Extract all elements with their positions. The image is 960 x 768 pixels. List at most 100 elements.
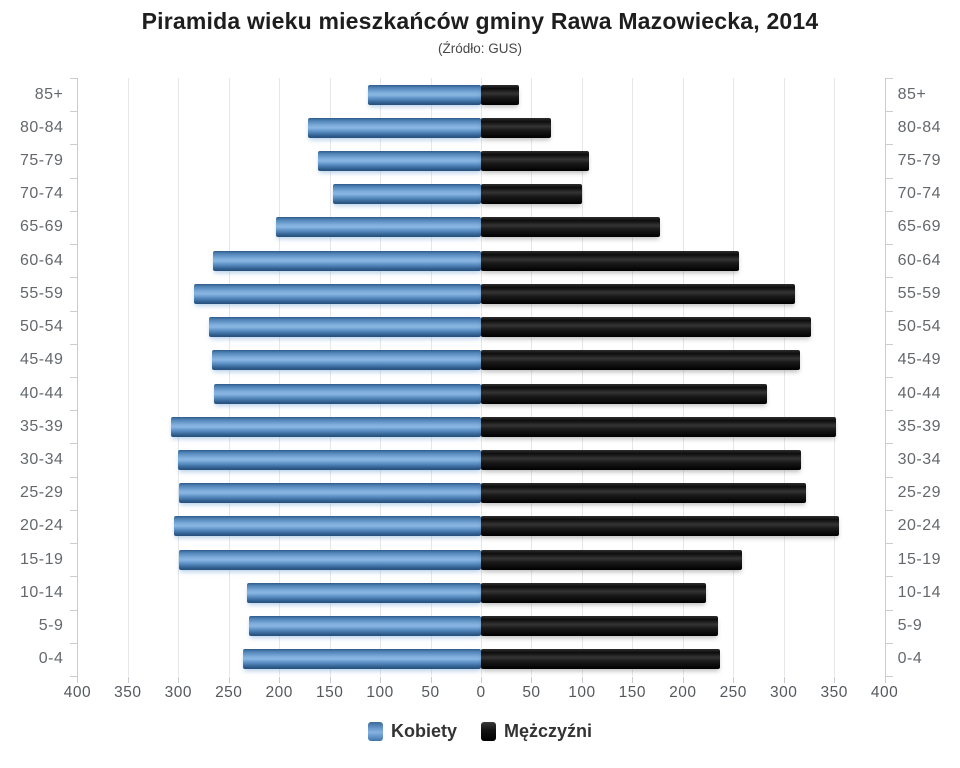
y-axis-label-right: 80-84 (897, 118, 942, 136)
men-bar (481, 516, 840, 537)
legend: Kobiety Mężczyźni (0, 721, 960, 742)
y-axis-label-right: 30-34 (897, 451, 942, 469)
y-axis-label-left: 65-69 (19, 218, 64, 236)
x-axis-label: 100 (366, 683, 394, 701)
x-axis-tick (430, 676, 432, 683)
left-axis-tick (70, 144, 78, 146)
x-axis-tick (77, 676, 79, 683)
men-series-swatch-icon (480, 722, 496, 741)
x-axis-tick (682, 676, 684, 683)
y-axis-label-left: 55-59 (19, 284, 64, 302)
y-axis-label-left: 40-44 (19, 384, 64, 402)
gridline (834, 78, 836, 676)
x-axis-label: 400 (870, 683, 899, 701)
y-axis-label-right: 70-74 (897, 185, 942, 203)
y-axis-label-left: 25-29 (19, 484, 64, 502)
women-bar (276, 217, 481, 238)
y-axis-label-right: 60-64 (897, 251, 942, 269)
right-axis-tick (885, 244, 893, 246)
x-axis-tick (632, 676, 634, 683)
y-axis-label-right: 75-79 (897, 152, 942, 170)
right-axis-tick (885, 277, 893, 279)
left-axis-tick (70, 78, 78, 79)
x-axis-label: 150 (315, 683, 344, 701)
women-bar (208, 317, 481, 338)
women-bar (179, 483, 481, 504)
men-bar (481, 350, 800, 371)
left-axis (77, 78, 79, 680)
women-bar (213, 383, 481, 404)
y-axis-label-right: 25-29 (897, 484, 942, 502)
right-axis-tick (885, 543, 893, 545)
gridline (178, 78, 180, 676)
x-axis-tick (581, 676, 583, 683)
y-axis-label-right: 65-69 (897, 218, 942, 236)
right-axis-tick (885, 111, 893, 113)
right-axis-tick (885, 310, 893, 312)
legend-label-men: Mężczyźni (503, 721, 593, 741)
right-axis-tick (885, 576, 893, 578)
right-axis-tick (885, 410, 893, 412)
y-axis-label-right: 85+ (897, 85, 927, 103)
left-axis-tick (70, 675, 78, 677)
women-bar (179, 549, 481, 570)
gridline (329, 78, 331, 676)
y-axis-label-left: 45-49 (19, 351, 64, 369)
left-axis-tick (70, 343, 78, 345)
y-axis-label-right: 10-14 (897, 583, 942, 601)
left-axis-tick (70, 476, 78, 478)
y-axis-label-right: 20-24 (897, 517, 942, 535)
gridline (228, 78, 230, 676)
gridline (380, 78, 382, 676)
left-axis-tick (70, 376, 78, 378)
women-bar (317, 151, 481, 172)
y-axis-label-left: 5-9 (38, 617, 64, 635)
legend-item-men: Mężczyźni (480, 721, 593, 742)
x-axis-label: 250 (719, 683, 747, 701)
men-bar (481, 649, 721, 670)
women-bar (212, 250, 481, 271)
women-bar (242, 649, 481, 670)
gridline (733, 78, 735, 676)
left-axis-tick (70, 111, 78, 113)
x-axis-label: 400 (63, 683, 92, 701)
x-axis-tick (481, 676, 482, 683)
right-axis-tick (885, 509, 893, 511)
women-bar (246, 582, 481, 603)
left-axis-tick (70, 443, 78, 445)
left-axis-tick (70, 410, 78, 412)
y-axis-label-right: 35-39 (897, 417, 942, 435)
right-axis-tick (885, 476, 893, 478)
women-bar (171, 416, 481, 437)
men-bar (481, 450, 801, 471)
men-bar (481, 549, 743, 570)
chart-subtitle: (Źródło: GUS) (437, 41, 522, 56)
y-axis-label-left: 70-74 (19, 185, 64, 203)
gridline (783, 78, 785, 676)
y-axis-label-right: 55-59 (897, 284, 942, 302)
legend-label-women: Kobiety (390, 721, 457, 741)
x-axis-label: 150 (618, 683, 647, 701)
left-axis-tick (70, 310, 78, 312)
x-axis-tick (531, 676, 533, 683)
y-axis-label-left: 80-84 (19, 118, 64, 136)
y-axis-label-right: 0-4 (897, 650, 923, 668)
y-axis-label-left: 20-24 (19, 517, 64, 535)
women-bar (332, 184, 481, 205)
y-axis-label-left: 10-14 (19, 583, 64, 601)
x-axis-label: 250 (215, 683, 243, 701)
legend-item-women: Kobiety (367, 721, 457, 742)
left-axis-tick (70, 210, 78, 212)
women-bar (211, 350, 481, 371)
women-series-swatch-icon (367, 722, 383, 741)
gridline (531, 78, 533, 676)
gridline (430, 78, 432, 676)
gridline (682, 78, 684, 676)
men-bar (481, 283, 795, 304)
y-axis-label-right: 5-9 (897, 617, 923, 635)
men-bar (481, 250, 740, 271)
x-axis-label: 100 (568, 683, 596, 701)
gridline (127, 78, 129, 676)
y-axis-label-left: 0-4 (38, 650, 64, 668)
y-axis-label-left: 15-19 (19, 550, 64, 568)
